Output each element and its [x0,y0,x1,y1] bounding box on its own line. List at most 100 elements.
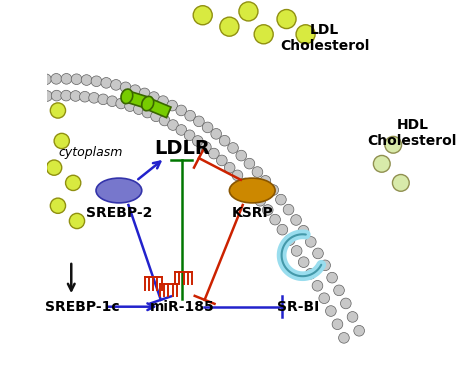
Text: miR-185: miR-185 [149,300,214,314]
Circle shape [275,194,286,205]
Text: cytoplasm: cytoplasm [58,146,122,159]
Ellipse shape [121,89,133,104]
Circle shape [305,269,316,279]
Circle shape [50,103,65,118]
Circle shape [176,125,187,135]
Text: LDLR: LDLR [154,139,210,158]
Text: SREBP-1c: SREBP-1c [46,300,120,314]
Circle shape [50,198,65,213]
Circle shape [46,160,62,175]
Circle shape [392,174,409,191]
Circle shape [110,80,121,90]
Circle shape [51,90,62,101]
Circle shape [385,136,401,153]
Circle shape [228,142,238,153]
Circle shape [193,116,204,127]
Circle shape [42,91,52,101]
Polygon shape [46,79,359,338]
Circle shape [134,104,144,114]
Circle shape [277,224,288,235]
Circle shape [107,96,118,107]
Circle shape [312,280,323,291]
Circle shape [284,235,295,245]
Circle shape [239,2,258,21]
Circle shape [69,213,84,229]
Circle shape [298,226,309,236]
Circle shape [252,167,263,178]
Circle shape [292,246,302,256]
Text: HDL
Cholesterol: HDL Cholesterol [367,118,457,149]
Circle shape [54,133,69,149]
Ellipse shape [229,178,275,203]
Circle shape [217,155,227,166]
Circle shape [219,135,230,146]
Circle shape [167,100,178,111]
Circle shape [120,82,131,93]
Circle shape [277,10,296,29]
Circle shape [184,130,195,141]
Circle shape [255,195,265,206]
Circle shape [193,6,212,25]
Circle shape [220,17,239,36]
Circle shape [192,136,203,146]
Circle shape [247,187,258,197]
Circle shape [142,107,153,118]
Circle shape [240,178,250,189]
Circle shape [89,93,100,103]
Circle shape [305,237,316,247]
Circle shape [201,142,211,152]
Circle shape [61,90,72,101]
Circle shape [374,155,390,172]
Circle shape [159,115,170,126]
Circle shape [254,25,273,44]
Circle shape [158,96,168,106]
Circle shape [334,285,344,296]
Circle shape [332,319,343,330]
Circle shape [139,88,150,99]
Circle shape [130,85,140,96]
Circle shape [151,111,161,122]
Text: KSRP: KSRP [231,207,273,220]
Circle shape [116,98,127,109]
Circle shape [244,158,255,169]
Circle shape [236,150,246,161]
Circle shape [298,257,309,267]
Circle shape [91,76,102,86]
Circle shape [326,306,336,316]
Circle shape [313,248,323,259]
Circle shape [176,105,187,116]
Circle shape [211,128,221,139]
Text: SR-BI: SR-BI [277,300,319,314]
Circle shape [263,205,273,215]
Text: LDL
Cholesterol: LDL Cholesterol [280,23,369,53]
Circle shape [202,122,213,133]
Circle shape [98,94,109,105]
Circle shape [327,272,337,283]
Text: SREBP-2: SREBP-2 [86,207,152,220]
Circle shape [268,185,279,195]
Circle shape [71,74,82,85]
Circle shape [224,162,235,173]
Circle shape [232,170,243,181]
Circle shape [61,74,72,84]
Circle shape [338,333,349,343]
Circle shape [65,175,81,190]
Circle shape [260,176,271,186]
Circle shape [81,75,92,85]
Circle shape [320,260,330,271]
Circle shape [347,312,358,322]
Bar [146,98,171,118]
Circle shape [185,110,195,121]
Circle shape [148,92,159,102]
Circle shape [319,293,329,304]
Circle shape [41,74,51,85]
Circle shape [125,101,136,112]
Circle shape [51,74,62,84]
Circle shape [80,91,90,102]
Circle shape [340,298,351,309]
Circle shape [283,204,294,215]
Circle shape [291,215,301,225]
Bar [125,91,150,109]
Circle shape [168,120,178,130]
Circle shape [296,25,315,44]
